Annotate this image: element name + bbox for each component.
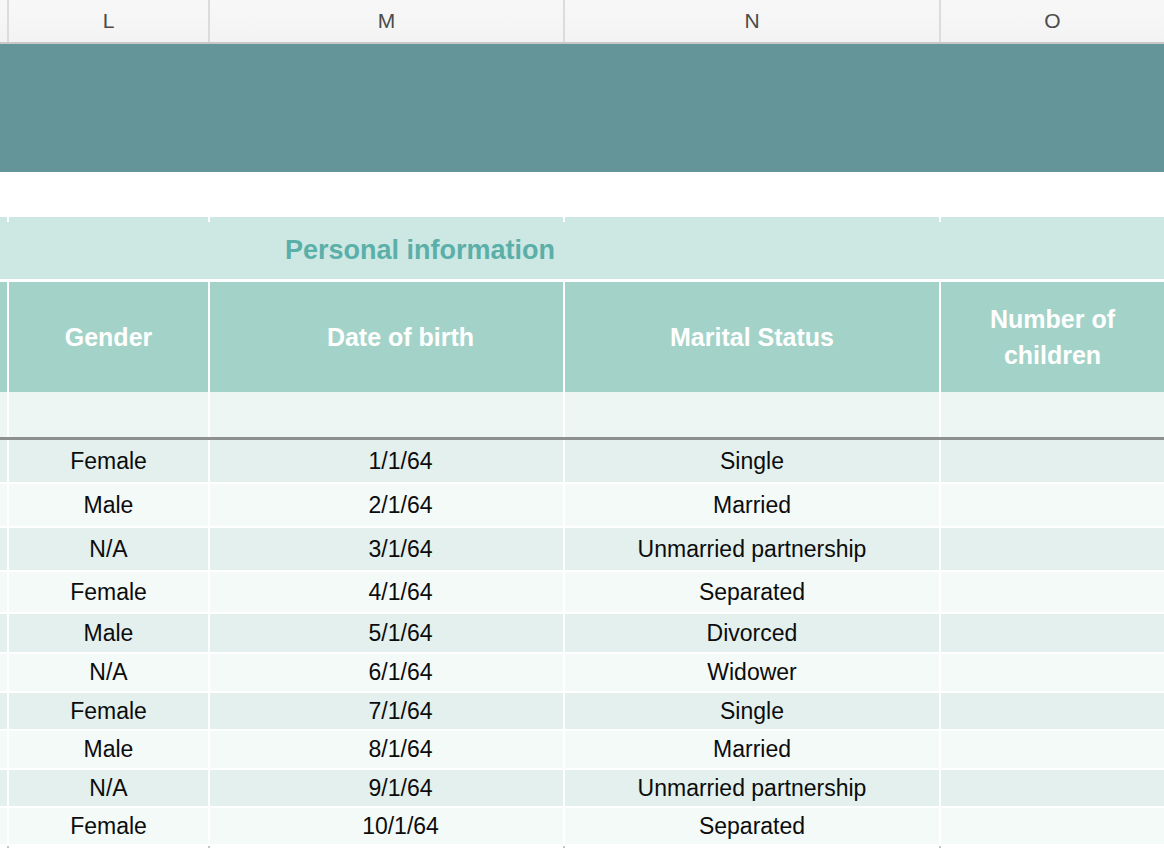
header-marital-status[interactable]: Marital Status — [565, 282, 939, 392]
cell-date-of-birth[interactable]: 4/1/64 — [210, 572, 563, 612]
cell-marital-status[interactable]: Separated — [565, 572, 939, 612]
header-sliver-cell[interactable] — [0, 282, 7, 392]
table-body: Female 1/1/64 Single Male 2/1/64 Married… — [0, 440, 1164, 846]
row-sliver-cell[interactable] — [0, 808, 7, 844]
header-number-of-children[interactable]: Number of children — [941, 282, 1164, 392]
column-header-L[interactable]: L — [9, 0, 208, 42]
cell-gender[interactable]: Female — [9, 440, 208, 482]
cell-number-of-children[interactable] — [941, 528, 1164, 570]
header-date-of-birth[interactable]: Date of birth — [210, 282, 563, 392]
cell-number-of-children[interactable] — [941, 484, 1164, 526]
table-row: Female 1/1/64 Single — [0, 440, 1164, 484]
cell-gender[interactable]: Male — [9, 614, 208, 652]
table-row: N/A 9/1/64 Unmarried partnership — [0, 770, 1164, 808]
cell-number-of-children[interactable] — [941, 731, 1164, 768]
empty-cell[interactable] — [0, 392, 7, 437]
header-gender[interactable]: Gender — [9, 282, 208, 392]
cell-date-of-birth[interactable]: 7/1/64 — [210, 693, 563, 729]
cell-marital-status[interactable]: Single — [565, 693, 939, 729]
cell-marital-status[interactable]: Widower — [565, 654, 939, 691]
cell-number-of-children[interactable] — [941, 808, 1164, 844]
cell-number-of-children[interactable] — [941, 614, 1164, 652]
cell-number-of-children[interactable] — [941, 572, 1164, 612]
cell-date-of-birth[interactable]: 10/1/64 — [210, 808, 563, 844]
table-row: N/A 3/1/64 Unmarried partnership — [0, 528, 1164, 572]
empty-cell[interactable] — [9, 392, 208, 437]
row-sliver-cell[interactable] — [0, 731, 7, 768]
empty-cell[interactable] — [941, 392, 1164, 437]
row-sliver-cell[interactable] — [0, 614, 7, 652]
cell-gender[interactable]: N/A — [9, 528, 208, 570]
table-row: Female 7/1/64 Single — [0, 693, 1164, 731]
column-header-O[interactable]: O — [941, 0, 1164, 42]
cell-number-of-children[interactable] — [941, 654, 1164, 691]
cell-date-of-birth[interactable]: 3/1/64 — [210, 528, 563, 570]
cell-gender[interactable]: Female — [9, 808, 208, 844]
table-empty-row — [0, 392, 1164, 437]
cell-marital-status[interactable]: Single — [565, 440, 939, 482]
cell-date-of-birth[interactable]: 6/1/64 — [210, 654, 563, 691]
cell-gender[interactable]: Male — [9, 484, 208, 526]
row-sliver-cell[interactable] — [0, 654, 7, 691]
row-sliver-cell[interactable] — [0, 528, 7, 570]
cell-date-of-birth[interactable]: 9/1/64 — [210, 770, 563, 806]
cell-number-of-children[interactable] — [941, 440, 1164, 482]
cell-gender[interactable]: N/A — [9, 654, 208, 691]
cell-gender[interactable]: Male — [9, 731, 208, 768]
cell-marital-status[interactable]: Unmarried partnership — [565, 528, 939, 570]
table-row: Female 10/1/64 Separated — [0, 808, 1164, 846]
cell-date-of-birth[interactable]: 1/1/64 — [210, 440, 563, 482]
spreadsheet-canvas: L M N O Personal information Gender Date… — [0, 0, 1164, 848]
column-header-bar: L M N O — [0, 0, 1164, 44]
cell-marital-status[interactable]: Separated — [565, 808, 939, 844]
cell-gender[interactable]: Female — [9, 693, 208, 729]
row-sliver-cell[interactable] — [0, 440, 7, 482]
cell-marital-status[interactable]: Married — [565, 731, 939, 768]
table-row: Male 5/1/64 Divorced — [0, 614, 1164, 654]
table-row: N/A 6/1/64 Widower — [0, 654, 1164, 693]
column-header-N[interactable]: N — [565, 0, 939, 42]
table-title: Personal information — [0, 222, 840, 279]
cell-date-of-birth[interactable]: 5/1/64 — [210, 614, 563, 652]
table-row: Male 8/1/64 Married — [0, 731, 1164, 770]
cell-number-of-children[interactable] — [941, 770, 1164, 806]
cell-date-of-birth[interactable]: 8/1/64 — [210, 731, 563, 768]
cell-date-of-birth[interactable]: 2/1/64 — [210, 484, 563, 526]
table-header-row: Gender Date of birth Marital Status Numb… — [0, 282, 1164, 392]
row-sliver-cell[interactable] — [0, 572, 7, 612]
row-sliver-cell[interactable] — [0, 484, 7, 526]
column-header-M[interactable]: M — [210, 0, 563, 42]
cell-gender[interactable]: Female — [9, 572, 208, 612]
row-sliver-cell[interactable] — [0, 770, 7, 806]
cell-marital-status[interactable]: Married — [565, 484, 939, 526]
row-sliver-cell[interactable] — [0, 693, 7, 729]
cell-marital-status[interactable]: Unmarried partnership — [565, 770, 939, 806]
table-row: Female 4/1/64 Separated — [0, 572, 1164, 614]
cell-marital-status[interactable]: Divorced — [565, 614, 939, 652]
cell-number-of-children[interactable] — [941, 693, 1164, 729]
table-row: Male 2/1/64 Married — [0, 484, 1164, 528]
table-title-cell[interactable]: Personal information — [0, 222, 1164, 279]
empty-cell[interactable] — [210, 392, 563, 437]
cell-gender[interactable]: N/A — [9, 770, 208, 806]
teal-banner-merged-cells[interactable] — [0, 44, 1164, 172]
empty-cell[interactable] — [565, 392, 939, 437]
